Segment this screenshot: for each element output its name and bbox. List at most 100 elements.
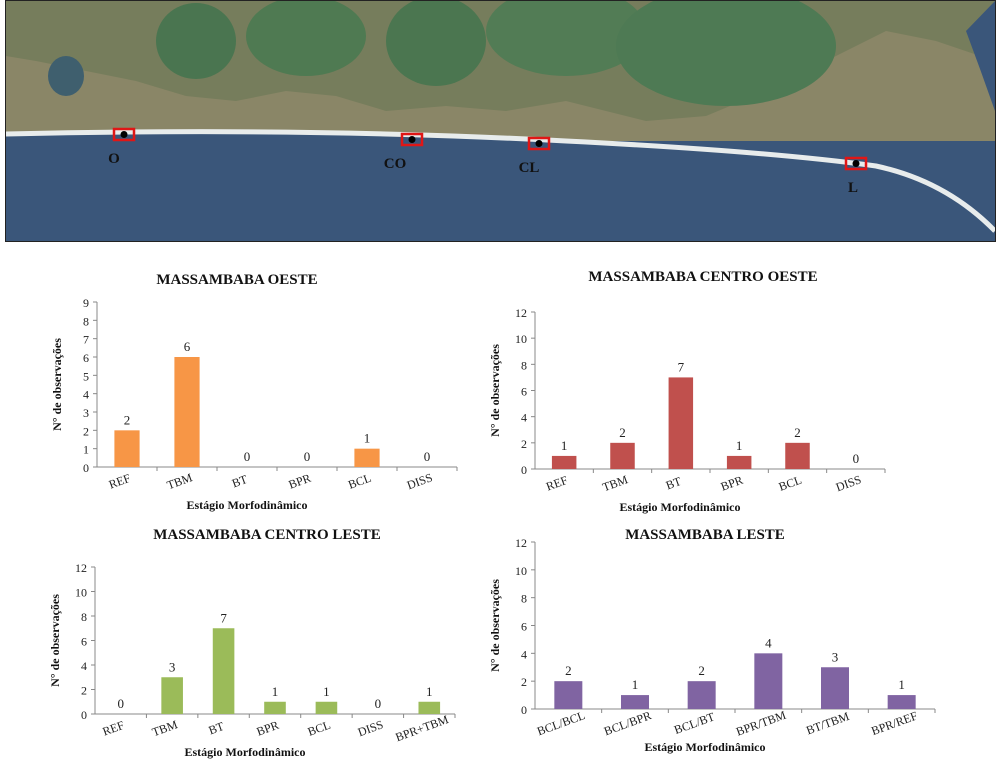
data-label: 7 — [678, 359, 685, 374]
site-label-co: CO — [384, 156, 407, 172]
data-label: 0 — [853, 451, 860, 466]
data-label: 1 — [426, 684, 433, 699]
y-tick-label: 12 — [515, 536, 527, 550]
x-tick-label: BCL/BCL — [535, 708, 587, 738]
y-tick-label: 8 — [521, 592, 527, 606]
y-tick-label: 4 — [521, 647, 527, 661]
y-tick-label: 0 — [521, 463, 527, 477]
y-tick-label: 6 — [83, 351, 89, 365]
y-tick-label: 10 — [75, 586, 87, 600]
y-tick-label: 10 — [515, 332, 527, 346]
y-tick-label: 0 — [521, 703, 527, 717]
site-point-l — [852, 160, 860, 167]
y-tick-label: 8 — [83, 314, 89, 328]
y-tick-label: 0 — [83, 461, 89, 475]
lagoon — [156, 3, 236, 79]
x-tick-label: TBM — [601, 472, 631, 494]
pond — [48, 56, 84, 96]
x-tick-label: REF — [101, 718, 127, 739]
data-label: 1 — [632, 677, 639, 692]
data-label: 3 — [832, 649, 839, 664]
data-label: 2 — [124, 412, 131, 427]
chart-svg: MASSAMBABA CENTRO OESTE0246810121REF2TBM… — [488, 269, 886, 514]
x-axis-title: Estágio Morfodinâmico — [645, 740, 766, 754]
chart-massambaba-centro-oeste: MASSAMBABA CENTRO OESTE 0 2 4 6 8 10 12 1 REF 2 TBM… — [485, 262, 925, 514]
y-tick-label: 2 — [83, 424, 89, 438]
y-tick-label: 2 — [521, 437, 527, 451]
site-box-l — [844, 156, 868, 171]
y-tick-label: 6 — [521, 620, 527, 634]
site-label-cl: CL — [519, 160, 540, 176]
bar-bpr-tbm — [754, 653, 783, 709]
bar-bcl — [315, 701, 338, 714]
x-tick-label: BT — [207, 719, 227, 738]
data-label: 1 — [898, 677, 905, 692]
y-tick-label: 7 — [83, 333, 89, 347]
sea-corner — [966, 1, 995, 111]
chart-title: MASSAMBABA CENTRO LESTE — [153, 527, 381, 543]
sea — [6, 131, 995, 241]
data-label: 0 — [117, 696, 124, 711]
y-tick-label: 2 — [81, 684, 87, 698]
data-label: 0 — [304, 449, 311, 464]
y-tick-label: 8 — [81, 610, 87, 624]
x-tick-label: BT — [230, 472, 250, 491]
x-tick-label: BCL — [346, 471, 373, 492]
site-point-co — [408, 136, 416, 143]
data-label: 1 — [323, 684, 330, 699]
chart-massambaba-oeste: MASSAMBABA OESTE 0 1 2 3 4 5 6 7 8 9 2 REF 6 TBM 0 BT 0 BP… — [40, 262, 480, 512]
x-tick-label: BT/TBM — [804, 709, 851, 738]
y-tick-label: 10 — [515, 564, 527, 578]
y-tick-label: 4 — [521, 411, 527, 425]
y-tick-label: 12 — [515, 306, 527, 320]
site-point-cl — [535, 140, 543, 147]
y-tick-label: 12 — [75, 561, 87, 575]
site-box-cl — [527, 136, 551, 151]
data-label: 1 — [272, 684, 279, 699]
y-tick-label: 4 — [81, 659, 87, 673]
data-label: 2 — [565, 663, 572, 678]
y-tick-label: 5 — [83, 369, 89, 383]
x-tick-label: TBM — [150, 717, 180, 739]
bar-bpr — [264, 701, 286, 714]
x-tick-label: BCL — [777, 473, 804, 494]
y-tick-label: 6 — [81, 635, 87, 649]
bar-bpr-ref — [887, 695, 916, 709]
y-tick-label: 2 — [521, 675, 527, 689]
data-label: 6 — [184, 339, 191, 354]
bar-bpr-tbm — [418, 701, 441, 714]
x-tick-label: REF — [107, 471, 133, 492]
site-label-l: L — [848, 180, 858, 196]
x-tick-label: BPR/REF — [869, 708, 919, 738]
chart-massambaba-leste: MASSAMBABA LESTE 0 2 4 6 8 10 12 2 BCL/BCL 1 BCL/BP… — [485, 517, 936, 765]
lagoon — [486, 1, 646, 76]
lagoon — [616, 1, 836, 106]
x-tick-label: BCL/BPR — [602, 708, 653, 738]
data-label: 7 — [220, 610, 227, 625]
chart-title: MASSAMBABA OESTE — [156, 272, 317, 288]
bar-bcl — [354, 448, 380, 467]
bar-ref — [551, 455, 577, 469]
bar-tbm — [610, 442, 635, 469]
beach-line — [6, 129, 995, 233]
bar-bcl-bcl — [554, 681, 583, 709]
x-tick-label: DISS — [834, 472, 863, 494]
lagoon — [246, 1, 366, 76]
x-tick-label: BPR — [287, 471, 313, 492]
x-tick-label: BPR — [719, 473, 745, 494]
bar-bpr — [726, 455, 752, 469]
bar-bt-tbm — [821, 667, 849, 709]
x-axis-title: Estágio Morfodinâmico — [185, 745, 306, 759]
data-label: 0 — [244, 449, 251, 464]
site-point-o — [120, 131, 128, 138]
data-label: 2 — [619, 425, 626, 440]
data-label: 2 — [794, 425, 801, 440]
data-label: 0 — [424, 449, 431, 464]
chart-title: MASSAMBABA LESTE — [625, 527, 785, 543]
site-label-o: O — [108, 151, 120, 167]
y-axis-title: N° de observações — [488, 579, 502, 672]
lagoon — [386, 1, 486, 86]
y-axis-title: N° de observações — [50, 338, 64, 431]
x-tick-label: BPR+TBM — [393, 712, 450, 744]
y-tick-label: 4 — [83, 388, 89, 402]
